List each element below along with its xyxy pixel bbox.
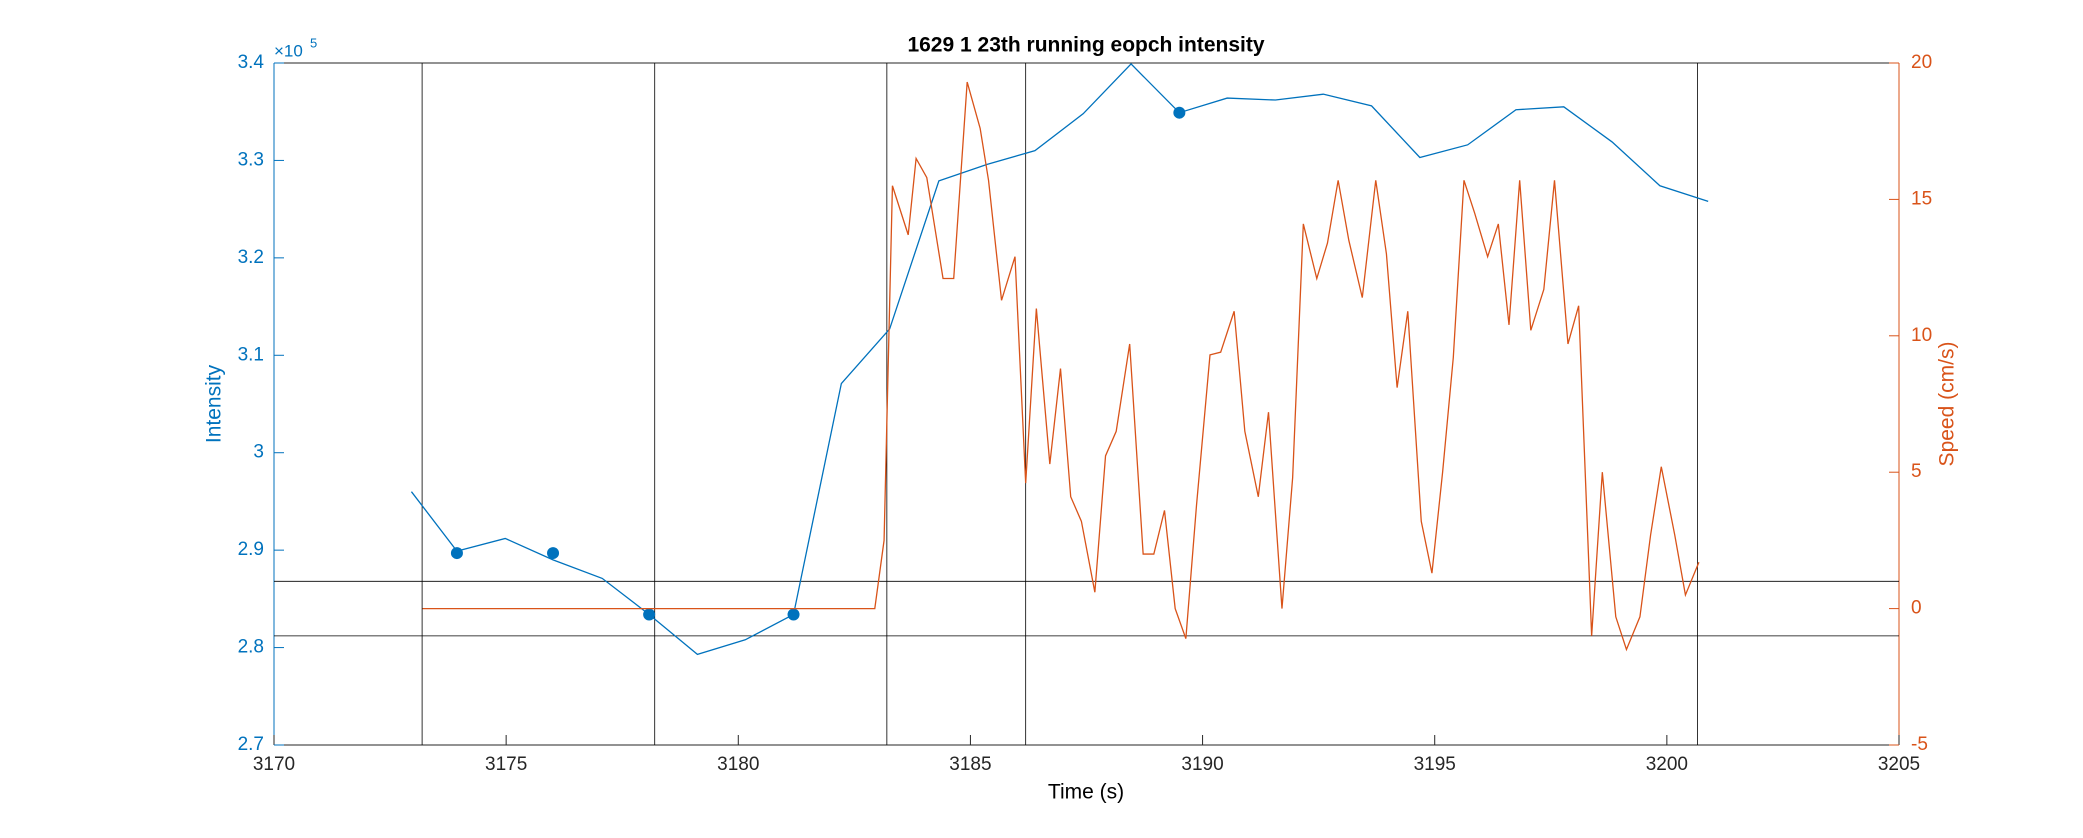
marker: [1173, 106, 1186, 119]
chart-title: 1629 1 23th running eopch intensity: [907, 34, 1264, 57]
series-line: [422, 81, 1700, 652]
x-tick-label: 3200: [1646, 754, 1688, 775]
y2-tick-label: 0: [1911, 598, 1922, 619]
x-axis-label: Time (s): [1048, 781, 1124, 804]
x-tick-label: 3180: [717, 754, 759, 775]
y-scale-base: ×10: [274, 41, 303, 60]
marker: [547, 547, 560, 560]
marker: [787, 608, 800, 621]
y-tick-label: 2.8: [238, 637, 264, 658]
x-tick-label: 3170: [253, 754, 295, 775]
series-line: [410, 63, 1709, 656]
y-tick-label: 3.1: [238, 344, 264, 365]
y2-tick-label: 10: [1911, 325, 1932, 346]
y-tick-label: 3.4: [238, 52, 265, 73]
y2-tick-label: -5: [1911, 734, 1928, 755]
y-tick-label: 3.2: [238, 247, 264, 268]
y2-axis-label: Speed (cm/s): [1936, 342, 1959, 467]
y2-tick-label: 5: [1911, 461, 1922, 482]
x-tick-label: 3195: [1414, 754, 1456, 775]
x-tick-label: 3190: [1181, 754, 1223, 775]
y-tick-label: 2.7: [238, 734, 264, 755]
x-tick-label: 3205: [1878, 754, 1920, 775]
y-tick-label: 3.3: [238, 149, 264, 170]
y2-tick-label: 20: [1911, 52, 1932, 73]
marker: [450, 547, 463, 560]
y-tick-label: 2.9: [238, 539, 264, 560]
y-scale-power: 5: [310, 35, 317, 50]
y2-tick-label: 15: [1911, 188, 1932, 209]
x-tick-label: 3185: [949, 754, 991, 775]
y-tick-label: 3: [253, 442, 264, 463]
x-tick-label: 3175: [485, 754, 527, 775]
y-axis-label: Intensity: [203, 364, 226, 443]
marker: [643, 608, 656, 621]
